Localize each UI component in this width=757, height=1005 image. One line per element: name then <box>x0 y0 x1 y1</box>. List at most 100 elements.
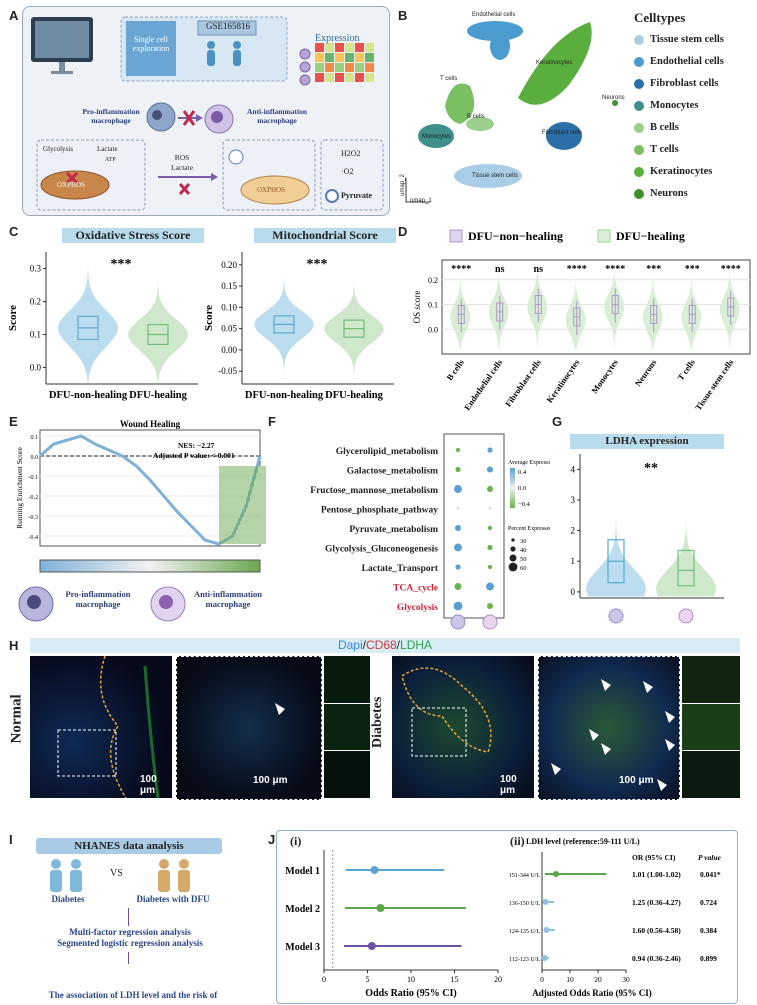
y-tick-label: 3 <box>571 495 576 505</box>
lactate-label: Lactate <box>170 163 194 172</box>
umap-axis-y: umap_2 <box>399 174 406 196</box>
analysis-1: Multi-factor regression analysis <box>69 927 191 937</box>
heatmap-cell <box>335 73 344 82</box>
heatmap-cell <box>345 43 354 52</box>
glycolysis-label: Glycolysis <box>43 145 73 153</box>
dot-col1 <box>455 564 461 570</box>
dot-col2 <box>488 507 492 510</box>
violin-healing <box>604 264 625 350</box>
violin-body <box>128 261 188 383</box>
celltype-legend-item: B cells <box>634 122 754 144</box>
y-tick-label: 0.1 <box>30 330 41 340</box>
y-tick-label: 1 <box>571 556 576 566</box>
model-label: Model 3 <box>285 942 320 953</box>
single-cell-label: Single cell exploration <box>132 35 170 53</box>
dapi-label: Dapi <box>337 638 363 652</box>
panel-label-f: F <box>268 414 276 429</box>
y-tick-label: 0.20 <box>221 260 237 270</box>
gsea-title: Wound Healing <box>120 419 181 429</box>
diabetes-label: Diabetes <box>370 696 385 748</box>
dot-col2 <box>486 485 494 493</box>
oxphos-label: OXPHOS <box>57 181 86 189</box>
y-tick-label: 0.2 <box>30 297 41 307</box>
x-tick-label: 15 <box>451 975 459 984</box>
p-column-header: P value <box>698 853 722 862</box>
model-label: Model 1 <box>285 866 320 877</box>
category-label: DFU-non-healing <box>245 390 324 401</box>
heatmap-cell <box>315 53 324 62</box>
significance-label: ** <box>644 461 658 476</box>
violin-body <box>656 487 716 597</box>
dot-col2 <box>487 564 493 570</box>
y-axis-label: Running Enrichment Score <box>15 447 24 529</box>
or-point <box>541 955 548 961</box>
significance-label: ns <box>534 264 544 275</box>
normal-channel-3 <box>324 751 370 798</box>
panel-label-e: E <box>9 414 18 429</box>
violin-healing <box>488 264 509 350</box>
or-value: 0.94 (0.36-2.46) <box>632 954 681 963</box>
celltype-legend-item: Endothelial cells <box>634 56 754 78</box>
macrophage-icon-small <box>678 608 694 624</box>
pathway-label: Pentose_phosphate_pathway <box>321 506 438 516</box>
x-tick-label: 30 <box>622 975 630 984</box>
enrichment-curve <box>39 434 262 546</box>
iqr-box <box>677 549 695 587</box>
or-value: 1.01 (1.00-1.02) <box>632 870 681 879</box>
y-tick-label: 0.0 <box>30 363 42 373</box>
dot-col2 <box>486 602 494 610</box>
x-tick-label: 10 <box>407 975 415 984</box>
celltype-legend-item: T cells <box>634 144 754 166</box>
vs-label: VS <box>110 868 123 879</box>
expression-label: Expression <box>315 33 360 44</box>
umap-axis-x: umap_1 <box>410 198 432 204</box>
pathway-label: TCA_cycle <box>393 584 438 594</box>
category-label: DFU-healing <box>129 390 188 401</box>
violin-healing <box>642 264 663 350</box>
heatmap-cell <box>355 43 364 52</box>
x-tick-label: 20 <box>494 975 502 984</box>
expr-legend-tick: 0.0 <box>518 485 526 492</box>
heatmap-cell <box>345 63 354 72</box>
category-label: Endothelial cells <box>462 357 505 412</box>
celltype-name: Neurons <box>650 188 688 199</box>
pathway-label: Fructose_mannose_metabolism <box>310 486 438 496</box>
mito-title: Mitochondrial Score <box>254 228 396 243</box>
diabetes-overview-image: 100 μm <box>392 656 534 798</box>
dot-col2 <box>487 447 493 453</box>
y-tick-label: 0.1 <box>428 301 438 310</box>
y-tick-label: -0.05 <box>218 366 237 376</box>
heatmap-cell <box>355 63 364 72</box>
analysis-2: Segmented logistic regression analysis <box>57 938 203 948</box>
gsea-plot: Wound Healing 0.1 0.0 -0.1 -0.2 -0.3 -0.4 Runni… <box>15 419 266 573</box>
dot-col1 <box>454 583 462 590</box>
pathway-label: Glycolysis <box>397 603 438 613</box>
h2o2-label: H2O2 <box>341 149 361 158</box>
expr-legend-bar <box>510 468 515 508</box>
y-axis-label: Score <box>204 305 215 331</box>
ros-label: ROS <box>174 153 190 162</box>
y-axis-label: Score <box>8 305 19 331</box>
dot-col1 <box>456 507 460 510</box>
celltype-swatch <box>634 34 644 45</box>
significance-label: *** <box>685 264 700 275</box>
violin-body <box>586 469 646 597</box>
y-tick-label: -0.4 <box>29 535 39 541</box>
violin-body <box>58 261 118 383</box>
celltype-swatch <box>634 122 644 133</box>
padj-label: Adjusted P value: < 0.001 <box>153 451 235 460</box>
celltype-swatch <box>634 166 644 177</box>
y-tick-label: -0.1 <box>29 475 39 481</box>
or-column-header: OR (95% CI) <box>632 853 676 862</box>
nes-label: NES: −2.27 <box>178 441 215 450</box>
expr-legend-tick: 0.4 <box>518 469 527 476</box>
expr-legend-title: Average Expression <box>508 460 550 466</box>
heatmap-cell <box>335 43 344 52</box>
significance-label: *** <box>111 257 132 272</box>
legend-label-healing: DFU−healing <box>616 229 685 243</box>
pro-macrophage-icon <box>16 584 56 624</box>
dot-col1 <box>454 543 462 552</box>
y-tick-label: 0.0 <box>31 455 39 461</box>
pathway-label: Glycerolipid_metabolism <box>336 447 438 457</box>
scale-bar-1: 100 μm <box>140 774 157 796</box>
